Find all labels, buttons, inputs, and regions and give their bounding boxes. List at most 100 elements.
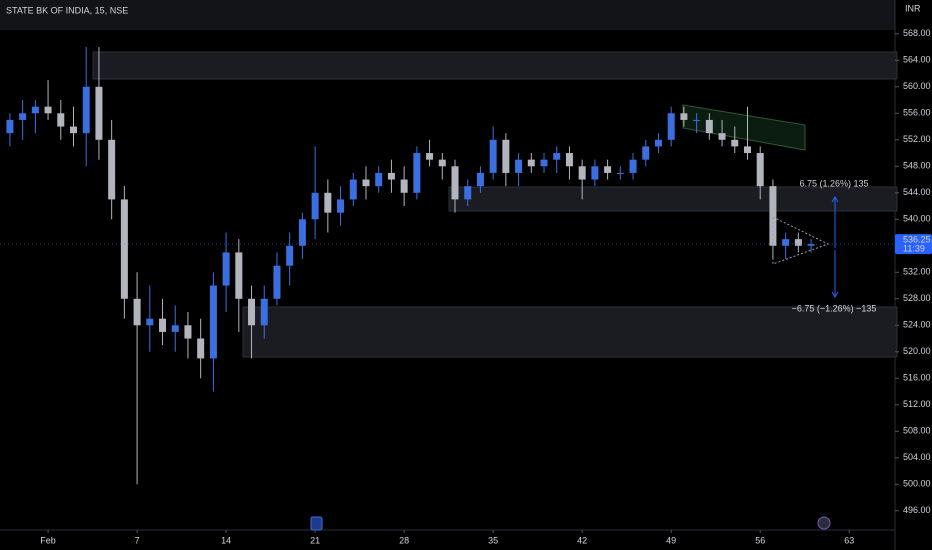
- candle-body: [731, 139, 739, 147]
- candle-body: [413, 153, 421, 193]
- candle-body: [387, 172, 395, 180]
- y-tick-label: 496.00: [903, 505, 931, 515]
- candle-body: [591, 166, 599, 180]
- candle-body: [248, 298, 256, 326]
- candle-body: [120, 199, 128, 299]
- candle-body: [604, 166, 612, 173]
- countdown: 11:39: [903, 244, 925, 254]
- x-tick-label: 28: [399, 535, 409, 545]
- candle-body: [769, 186, 777, 246]
- candle-body: [642, 146, 650, 160]
- candle-body: [184, 325, 192, 339]
- x-tick-label: Feb: [40, 535, 56, 545]
- candle-body: [273, 265, 281, 299]
- x-tick-label: 21: [310, 535, 320, 545]
- candle-body: [654, 139, 662, 147]
- candle-body: [108, 139, 116, 200]
- candle-body: [82, 86, 90, 134]
- candle-body: [324, 192, 332, 213]
- candle-body: [337, 199, 345, 213]
- candle-body: [362, 179, 370, 187]
- candle-body: [540, 159, 548, 167]
- last-price-label: 536.25: [903, 235, 931, 245]
- y-tick-label: 552.00: [903, 134, 931, 144]
- candle-body: [807, 244, 815, 246]
- candle-body: [616, 172, 624, 174]
- candle-body: [476, 172, 484, 187]
- candle-body: [44, 106, 52, 114]
- y-tick-label: 540.00: [903, 214, 931, 224]
- y-tick-label: 556.00: [903, 108, 931, 118]
- currency: INR: [905, 3, 921, 13]
- candle-body: [235, 252, 243, 299]
- zone: [92, 51, 898, 80]
- event-icon[interactable]: [310, 516, 323, 531]
- candle-body: [756, 153, 764, 187]
- y-tick-label: 568.00: [903, 28, 931, 38]
- x-tick-label: 42: [577, 535, 587, 545]
- event-icon[interactable]: [817, 516, 831, 530]
- y-tick-label: 500.00: [903, 479, 931, 489]
- candle-body: [133, 298, 141, 326]
- candle-body: [298, 219, 306, 246]
- candle-body: [209, 285, 217, 359]
- y-tick-label: 512.00: [903, 399, 931, 409]
- candle-body: [349, 179, 357, 200]
- candle-body: [680, 113, 688, 120]
- y-tick-label: 560.00: [903, 81, 931, 91]
- last-price-tag: [895, 234, 932, 255]
- candle-body: [718, 133, 726, 140]
- candle-body: [743, 146, 751, 154]
- y-tick-label: 532.00: [903, 267, 931, 277]
- header-bar: [0, 0, 895, 30]
- candle-body: [553, 153, 561, 160]
- channel: [682, 104, 806, 151]
- x-tick-label: 49: [666, 535, 676, 545]
- symbol: STATE BK OF INDIA, 15, NSE: [6, 5, 128, 15]
- candle-body: [311, 192, 319, 220]
- candle-body: [159, 318, 167, 332]
- arrow-head: [831, 291, 839, 298]
- candle-body: [464, 186, 472, 200]
- x-tick-label: 14: [221, 535, 231, 545]
- candle-body: [629, 159, 637, 173]
- candle-body: [565, 153, 573, 167]
- candle-body: [502, 139, 510, 173]
- y-tick-label: 516.00: [903, 373, 931, 383]
- x-tick-label: 63: [844, 535, 854, 545]
- y-tick-label: 520.00: [903, 346, 931, 356]
- measure-label: 6.75 (1.26%) 135: [799, 178, 868, 188]
- candle-body: [19, 113, 27, 120]
- candle-body: [489, 139, 497, 173]
- candle-body: [438, 159, 446, 167]
- candle-body: [527, 159, 535, 167]
- y-tick-label: 508.00: [903, 426, 931, 436]
- x-tick-label: 56: [755, 535, 765, 545]
- x-tick-label: 35: [488, 535, 498, 545]
- x-tick-label: 7: [135, 535, 140, 545]
- zone: [242, 306, 898, 358]
- y-tick-label: 548.00: [903, 161, 931, 171]
- candle-body: [782, 239, 790, 246]
- measure-label: −6.75 (−1.26%) −135: [792, 303, 877, 313]
- candle-body: [578, 166, 586, 180]
- candle-body: [31, 106, 39, 114]
- candle-body: [95, 86, 103, 140]
- candle-body: [705, 119, 713, 134]
- candle-body: [222, 252, 230, 286]
- candle-body: [260, 298, 268, 326]
- y-tick-label: 564.00: [903, 55, 931, 65]
- candle-body: [197, 338, 205, 359]
- candle-body: [146, 318, 154, 326]
- y-tick-label: 524.00: [903, 320, 931, 330]
- y-tick-label: 528.00: [903, 293, 931, 303]
- zone: [448, 186, 898, 212]
- candle-body: [171, 325, 179, 332]
- y-tick-label: 504.00: [903, 452, 931, 462]
- candle-body: [693, 119, 701, 121]
- candle-body: [426, 153, 434, 160]
- candle-body: [451, 166, 459, 200]
